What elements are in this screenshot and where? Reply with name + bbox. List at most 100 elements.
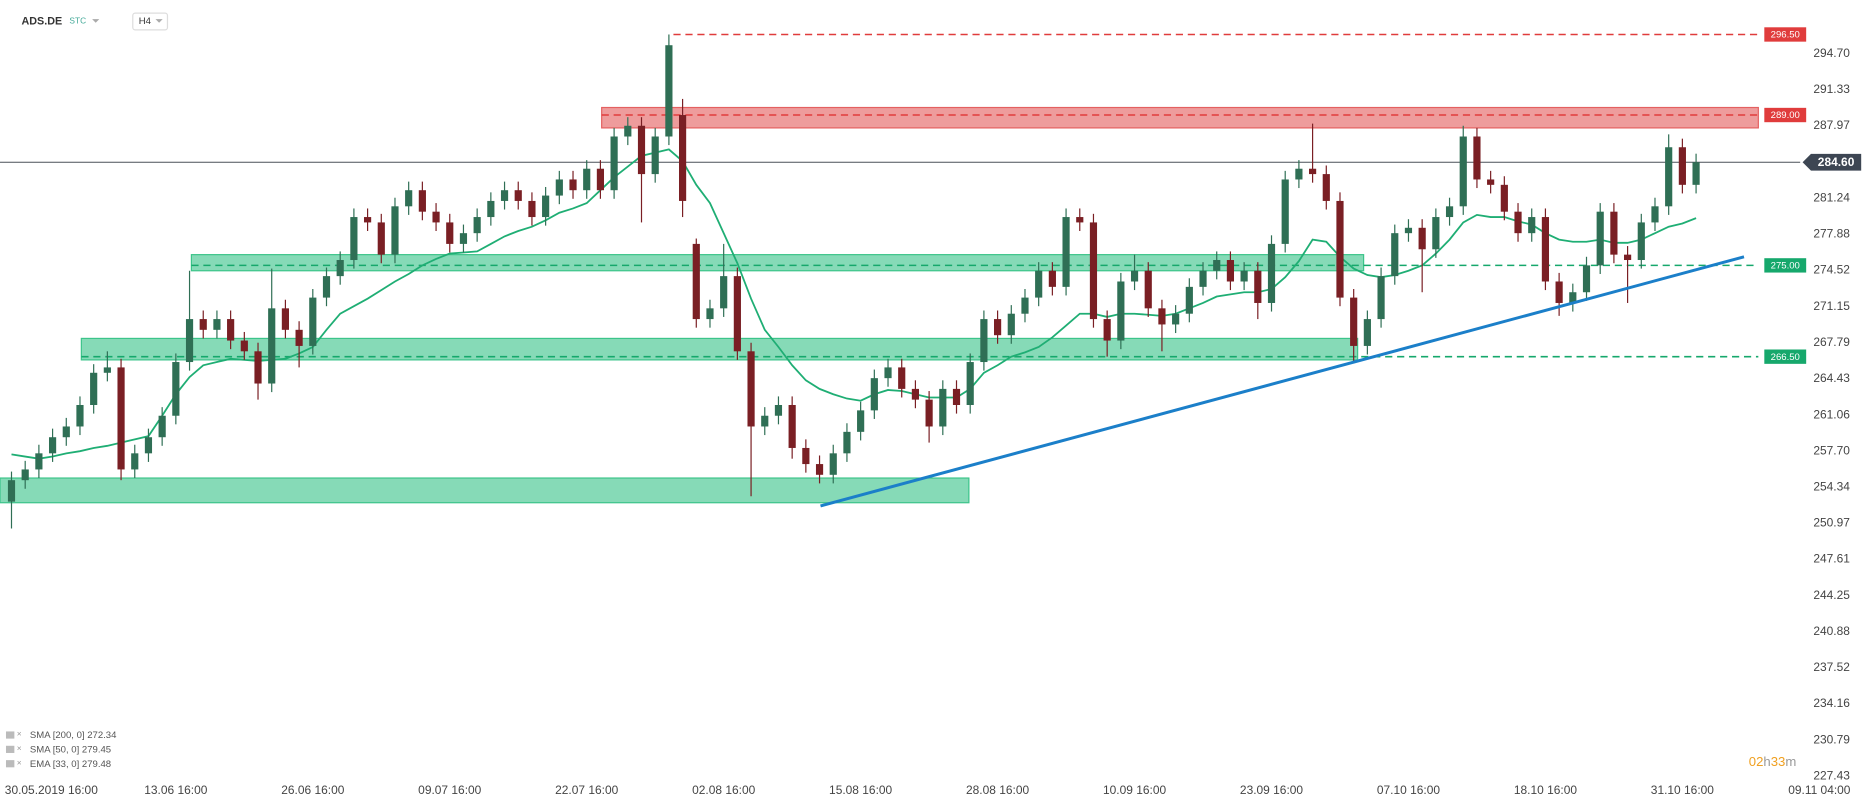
y-tick-label: 240.88 (1813, 624, 1850, 638)
y-tick-label: 264.43 (1813, 371, 1850, 385)
candle-body (774, 404, 783, 416)
candle-body (528, 200, 536, 218)
candle-body (1637, 222, 1645, 261)
level-label: 289.00 (1771, 110, 1800, 121)
candle-body (1692, 162, 1700, 185)
candle-body (1665, 147, 1673, 207)
y-tick-label: 294.70 (1813, 46, 1850, 60)
candle-body (446, 222, 454, 244)
candle-body (473, 217, 481, 234)
candle-body (747, 351, 755, 427)
candle-body (1130, 270, 1139, 282)
y-tick-label: 237.52 (1813, 660, 1850, 674)
candle-body (624, 125, 632, 137)
candle-body (76, 404, 84, 427)
candle-body (665, 45, 673, 137)
interval[interactable]: H4 (139, 16, 152, 27)
y-tick-label: 257.70 (1813, 443, 1850, 457)
x-tick-label: 15.08 16:00 (829, 783, 892, 797)
candle-body (637, 125, 646, 175)
candle-body (1445, 206, 1454, 218)
candle-body (1624, 254, 1632, 261)
candle-body (500, 190, 509, 201)
dropdown-arrow[interactable] (92, 19, 100, 23)
x-tick-label: 22.07 16:00 (555, 783, 618, 797)
candle-body (1528, 217, 1536, 234)
candle-body (1391, 233, 1399, 277)
candle-body (596, 168, 605, 191)
candle-body (1596, 211, 1604, 266)
dropdown-arrow[interactable] (155, 19, 163, 23)
candle-body (1651, 206, 1659, 223)
candle-body (1432, 217, 1440, 250)
candle-body (1103, 319, 1111, 341)
candle-body (843, 431, 851, 454)
candle-body (35, 453, 43, 470)
plot: 294.70 291.33 287.97 281.24 277.88 274.52 271.… (0, 27, 1862, 797)
x-tick-label: 28.08 16:00 (966, 783, 1029, 797)
candle-body (542, 195, 550, 218)
indicator-label: SMA [50, 0] 279.45 (30, 745, 111, 756)
level-label-box (1764, 27, 1807, 42)
indicator-close[interactable]: × (17, 757, 22, 767)
indicator-label: EMA [33, 0] 279.48 (30, 759, 111, 770)
candle-body (815, 464, 824, 475)
candle-body (994, 319, 1002, 336)
candle-body (1254, 270, 1262, 303)
candle-body (391, 206, 399, 255)
candle-body (870, 378, 878, 411)
x-tick-label: 02.08 16:00 (692, 783, 755, 797)
candle-body (1144, 270, 1152, 309)
zone (601, 106, 1759, 129)
candle-body (733, 276, 741, 352)
indicator-close[interactable]: × (17, 743, 22, 753)
candle-body (281, 308, 289, 330)
candle-body (1322, 174, 1330, 201)
y-tick-label: 227.43 (1813, 768, 1850, 782)
candle-body (199, 319, 207, 330)
candle-body (227, 319, 235, 341)
trendline (820, 255, 1745, 508)
y-tick-label: 250.97 (1813, 516, 1850, 530)
candle-body (692, 243, 700, 320)
indicator-close[interactable]: × (17, 729, 22, 739)
candle-body (1048, 270, 1056, 287)
y-tick-label: 271.15 (1813, 299, 1850, 313)
symbol[interactable]: ADS.DE (22, 15, 63, 27)
y-tick-label: 254.34 (1813, 479, 1850, 493)
y-tick-label: 277.88 (1813, 227, 1850, 241)
candle-body (240, 340, 248, 352)
candle-body (213, 319, 221, 330)
candle-body (651, 136, 659, 175)
timer-part: m (1785, 755, 1796, 770)
candle-body (7, 480, 16, 502)
candle-body (131, 453, 139, 470)
interval-box[interactable] (132, 12, 169, 31)
candle-body (1555, 281, 1563, 303)
candle-body (350, 217, 358, 261)
candle-body (1185, 286, 1193, 314)
candle-body (1569, 292, 1577, 303)
candle-body (1404, 227, 1413, 234)
candle-body (679, 115, 687, 201)
candle-body (336, 260, 344, 277)
y-tick-label: 261.06 (1813, 407, 1850, 421)
candle-body (1610, 211, 1618, 255)
candle-body (514, 190, 522, 201)
x-tick-label: 31.10 16:00 (1651, 783, 1714, 797)
candle-body (925, 399, 933, 427)
candle-body (172, 362, 180, 416)
x-tick-label: 10.09 16:00 (1103, 783, 1166, 797)
y-tick-label: 267.79 (1813, 335, 1850, 349)
candle-body (1582, 265, 1591, 293)
candle-body (1158, 308, 1166, 325)
y-tick-label: 287.97 (1813, 118, 1850, 132)
candle-body (1172, 313, 1180, 325)
indicator-icon (5, 745, 15, 753)
last-price-label: 284.60 (1818, 155, 1855, 169)
candle-body (857, 410, 865, 432)
timer: 02h33m (1749, 755, 1797, 770)
level-label: 266.50 (1771, 352, 1800, 363)
candle-body (1267, 243, 1276, 303)
